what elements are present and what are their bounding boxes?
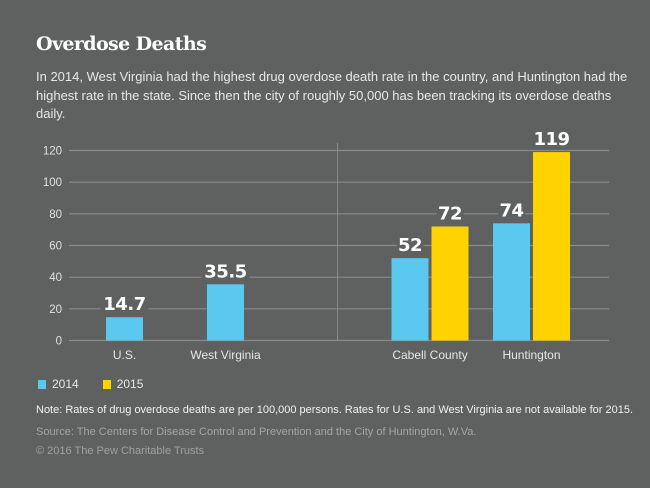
bar-huntington-2014 <box>493 223 530 341</box>
legend-item-2014: 2014 <box>38 377 79 391</box>
data-label-bg <box>396 233 424 255</box>
y-tick-label-40: 40 <box>49 272 62 284</box>
chart-subtitle: In 2014, West Virginia had the highest d… <box>36 69 628 121</box>
legend-swatch-2015 <box>102 379 111 389</box>
y-tick-label-120: 120 <box>43 146 62 158</box>
footnote: Note: Rates of drug overdose deaths are … <box>36 404 634 416</box>
data-label-bg <box>436 201 464 223</box>
bar-huntington-2015 <box>533 152 570 341</box>
y-axis-ticks: 0 20 40 60 80 100 120 <box>43 146 62 348</box>
y-tick-label-20: 20 <box>49 304 62 316</box>
data-label-bg <box>201 259 250 281</box>
legend-item-2015: 2015 <box>102 377 144 391</box>
legend-label-2014: 2014 <box>52 377 79 391</box>
x-category-label: Huntington <box>502 348 560 362</box>
x-axis-categories: U.S. West Virginia Cabell County Huntington <box>113 348 561 362</box>
legend: 2014 2015 <box>38 377 167 391</box>
data-label-cabell-county-2015: 72 <box>438 204 462 225</box>
x-category-label: Cabell County <box>392 348 467 362</box>
bar-u-s-2014 <box>106 317 143 341</box>
x-category-label: U.S. <box>113 348 136 362</box>
legend-swatch-2014 <box>38 379 46 389</box>
bar-cabell-county-2014 <box>391 258 429 341</box>
chart-title: Overdose Deaths <box>36 33 207 55</box>
legend-label-2015: 2015 <box>116 377 144 391</box>
data-label-west-virginia-2014: 35.5 <box>204 261 246 282</box>
data-label-bg <box>498 198 525 220</box>
copyright-text: © 2016 The Pew Charitable Trusts <box>36 445 205 457</box>
bar-west-virginia-2014 <box>207 284 244 341</box>
bar-cabell-county-2015 <box>431 226 469 341</box>
data-label-cabell-county-2014: 52 <box>398 235 422 256</box>
y-tick-label-80: 80 <box>49 209 62 221</box>
y-tick-label-0: 0 <box>56 336 62 348</box>
bars <box>106 152 570 341</box>
data-label-huntington-2015: 119 <box>533 129 569 150</box>
data-labels: 14.7 35.5 52 72 74 119 <box>100 127 571 315</box>
data-label-u-s-2014: 14.7 <box>103 294 145 315</box>
y-tick-label-100: 100 <box>43 177 62 189</box>
source-text: Source: The Centers for Disease Control … <box>36 426 477 438</box>
data-label-huntington-2014: 74 <box>499 200 523 221</box>
y-tick-label-60: 60 <box>49 241 62 253</box>
x-category-label: West Virginia <box>190 348 261 362</box>
data-label-bg <box>532 127 571 149</box>
data-label-bg <box>100 292 149 314</box>
